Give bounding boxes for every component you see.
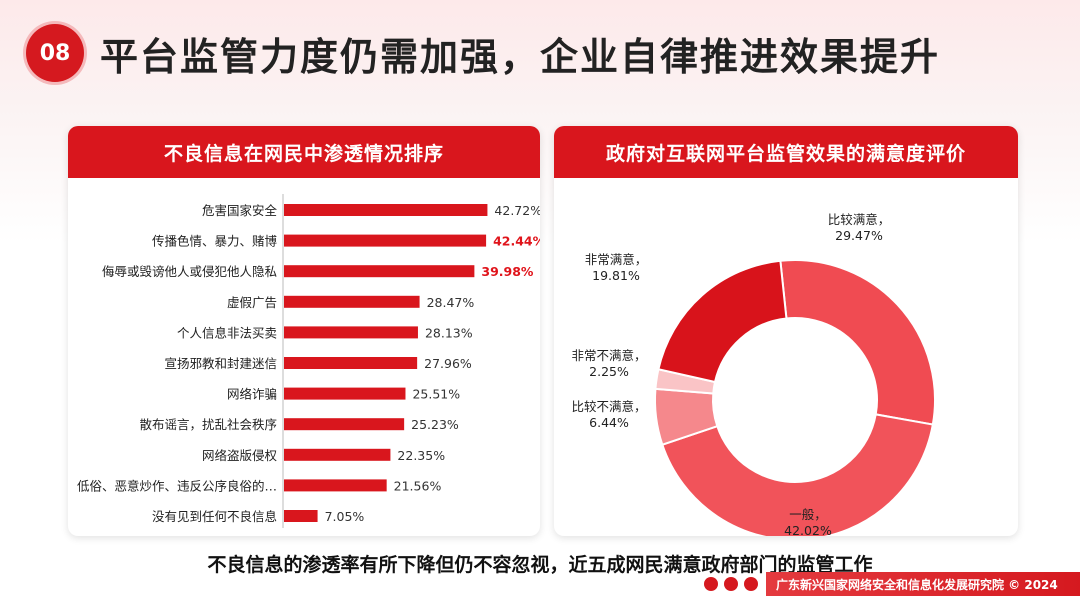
slice-value-label: 19.81%: [592, 268, 640, 283]
slice-value-label: 29.47%: [835, 228, 883, 243]
bar: [284, 510, 318, 522]
bar: [284, 295, 420, 308]
bar-value-label: 39.98%: [481, 264, 534, 279]
slice-value-label: 6.44%: [589, 415, 629, 430]
summary-text: 不良信息的渗透率有所下降但仍不容忽视，近五成网民满意政府部门的监管工作: [207, 554, 873, 576]
bar-chart-panel: 不良信息在网民中渗透情况排序 危害国家安全 42.72% 传播色情、暴力、赌博 42.…: [68, 126, 540, 536]
bar-value-label: 28.47%: [427, 295, 475, 310]
dot-icon: [704, 577, 718, 591]
donut-chart-panel: 政府对互联网平台监管效果的满意度评价 比较满意， 29.47% 一般， 42.02% 比…: [554, 126, 1018, 536]
donut-chart: 比较满意，29.47% 一般，42.02% 比较不满意，6.44% 非常不满意，2.2…: [571, 212, 936, 536]
bar-value-label: 22.35%: [397, 448, 445, 463]
bar-value-label: 28.13%: [425, 325, 473, 340]
bar-category-label: 低俗、恶意炒作、违反公序良俗的…: [77, 478, 277, 493]
dot-icon: [724, 577, 738, 591]
donut-slice: [657, 259, 788, 384]
slice-name-label: 非常满意，: [585, 252, 648, 267]
bar-value-label: 42.44%: [493, 234, 540, 249]
bar: [284, 448, 391, 461]
bar-value-label: 21.56%: [394, 478, 442, 493]
bar-value-label: 27.96%: [424, 356, 472, 371]
bar: [284, 326, 418, 339]
bar-category-label: 宣扬邪教和封建迷信: [164, 356, 277, 371]
slice-name-label: 比较满意，: [828, 212, 891, 227]
bar-category-label: 网络盗版侵权: [202, 448, 278, 463]
section-number-badge: 08: [26, 24, 84, 82]
bar-category-label: 个人信息非法买卖: [177, 325, 277, 340]
bar: [284, 357, 418, 369]
bar-value-label: 7.05%: [325, 509, 365, 524]
bar: [284, 387, 406, 400]
bar-category-label: 没有见到任何不良信息: [152, 509, 277, 524]
dot-icon: [744, 577, 758, 591]
bar-category-label: 侮辱或毁谤他人或侵犯他人隐私: [102, 264, 277, 279]
bar-value-label: 42.72%: [494, 203, 540, 218]
slice-value-label: 2.25%: [589, 364, 629, 379]
bar: [284, 265, 475, 278]
footer-credit: 广东新兴国家网络安全和信息化发展研究院 © 2024: [766, 572, 1080, 596]
bar-category-label: 散布谣言，扰乱社会秩序: [139, 417, 277, 432]
decorative-dots: [704, 577, 758, 591]
slice-name-label: 比较不满意，: [571, 399, 646, 414]
bar: [284, 479, 387, 492]
bar-chart-title: 不良信息在网民中渗透情况排序: [68, 126, 540, 178]
donut-slice: [779, 259, 936, 426]
bar-value-label: 25.51%: [412, 387, 460, 402]
bar-category-label: 虚假广告: [227, 295, 277, 310]
slice-value-label: 42.02%: [784, 523, 832, 536]
bar-value-label: 25.23%: [411, 417, 459, 432]
bar: [284, 204, 488, 216]
bar-category-label: 传播色情、暴力、赌博: [152, 234, 278, 249]
bar: [284, 234, 487, 247]
bar-category-label: 危害国家安全: [202, 203, 278, 218]
bar: [284, 418, 405, 431]
page-title: 平台监管力度仍需加强，企业自律推进效果提升: [100, 35, 941, 79]
bar-chart: 危害国家安全 42.72% 传播色情、暴力、赌博 42.44% 侮辱或毁谤他人或侵犯他人…: [77, 194, 540, 528]
slice-name-label: 非常不满意，: [571, 348, 646, 363]
donut-slice: [661, 413, 934, 536]
bar-category-label: 网络诈骗: [227, 387, 277, 402]
donut-chart-title: 政府对互联网平台监管效果的满意度评价: [554, 126, 1018, 178]
slice-name-label: 一般，: [789, 507, 827, 522]
